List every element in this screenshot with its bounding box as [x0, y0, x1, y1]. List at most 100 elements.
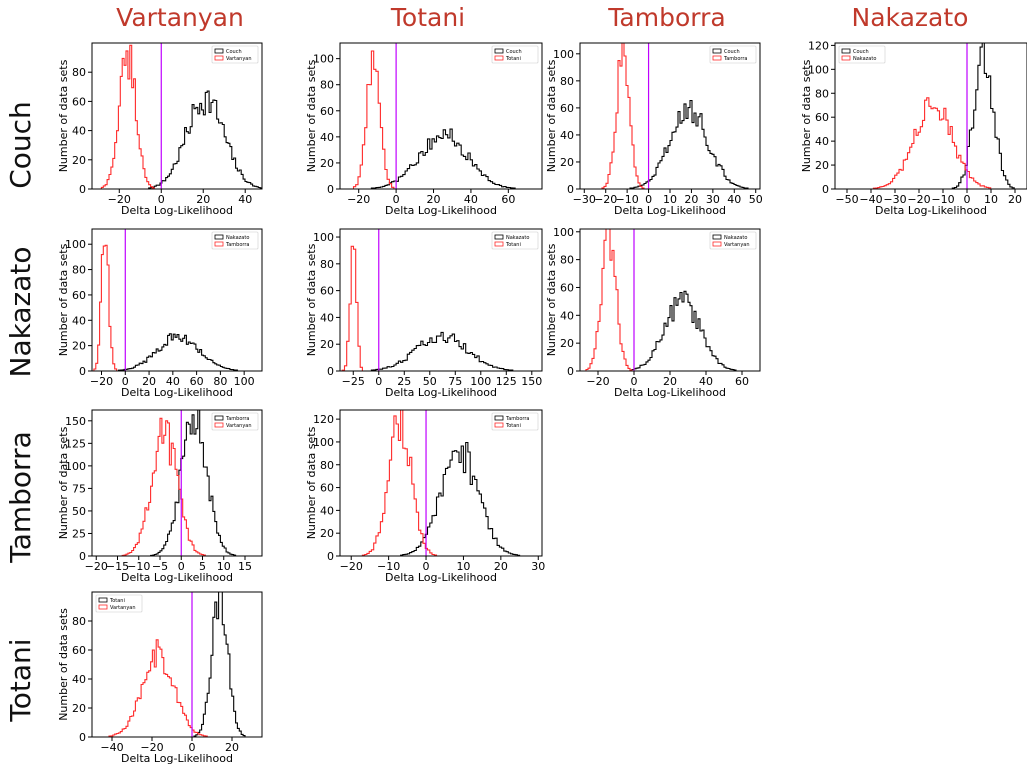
panel-0-3-legend-swatch-1 [841, 55, 851, 61]
panel-0-2: −30−20−10 0 10 20 30 40 50 0 20 40 60 80 100 Delta Lo… [545, 42, 763, 217]
panel-1-2-legend-swatch-1 [712, 241, 722, 247]
panel-0-3-xlabel: Delta Log-Likelihood [875, 204, 987, 217]
panel-1-0-xtick-label-2: 20 [142, 375, 156, 388]
panel-0-1-ytick-label-4: 80 [320, 79, 334, 92]
panel-2-0-ytick-label-2: 50 [72, 505, 86, 518]
panel-0-2-ytick-label-4: 80 [560, 75, 574, 88]
panel-1-2-xtick-label-0: −20 [586, 375, 609, 388]
panel-2-1-series-tamborra-black [340, 441, 542, 556]
panel-0-1-xtick-label-2: 20 [427, 193, 441, 206]
panel-0-0-legend-box [211, 45, 259, 64]
panel-3-0-frame [91, 591, 263, 738]
panel-1-1-ytick-label-1: 20 [320, 338, 334, 351]
panel-3-0-ytick-label-4: 80 [72, 615, 86, 628]
panel-0-3: −50 −40 −30 −20 −10 0 10 20 0 20 40 60 80 100 120 Delta… [800, 39, 1027, 217]
panel-0-3-legend-label-0: Couch [853, 49, 869, 55]
panel-2-1-frame [339, 409, 543, 557]
panel-0-2-xlabel: Delta Log-Likelihood [614, 204, 726, 217]
panel-1-2-xtick-label-4: 60 [735, 375, 749, 388]
panel-1-1-xtick-label-6: 125 [496, 375, 517, 388]
panel-0-1-frame [339, 42, 543, 190]
panel-2-0-xtick-label-3: −5 [152, 560, 168, 573]
panel-0-2-xtick-label-3: 0 [645, 193, 652, 206]
panel-1-0-xtick-label-4: 60 [190, 375, 204, 388]
panel-1-1-ylabel: Number of data sets [305, 243, 318, 356]
panel-0-2-ytick-label-5: 100 [553, 48, 574, 61]
panel-1-0-ytick-label-0: 0 [79, 365, 86, 378]
panel-1-2-legend-box [709, 231, 757, 250]
panel-2-1-ytick-label-5: 100 [313, 436, 334, 449]
panel-0-0-xtick-label-2: 20 [196, 193, 210, 206]
panel-0-3-xtick-label-5: 0 [964, 193, 971, 206]
panel-0-3-ytick-label-5: 100 [808, 63, 829, 76]
panel-3-0-ytick-label-3: 60 [72, 644, 86, 657]
panel-0-0-series-vartanyan-red [92, 44, 262, 189]
panel-1-0-xlabel: Delta Log-Likelihood [121, 386, 233, 399]
panel-1-1-legend-swatch-1 [494, 241, 504, 247]
panel-0-3-ytick-label-0: 0 [822, 183, 829, 196]
panel-1-2-ytick-label-5: 100 [553, 226, 574, 239]
panel-1-1-series-nakazato-black [340, 331, 542, 371]
panel-2-0-ytick-label-4: 100 [65, 460, 86, 473]
panel-0-0-xtick-label-3: 40 [238, 193, 252, 206]
panel-0-2-ytick-label-2: 40 [560, 129, 574, 142]
panel-2-1-ytick-label-3: 60 [320, 482, 334, 495]
panel-2-0-ytick-label-0: 0 [79, 550, 86, 563]
panel-1-1-xtick-label-3: 50 [423, 375, 437, 388]
row-title-1: Nakazato [4, 247, 37, 378]
panel-0-1-xtick-label-4: 60 [501, 193, 515, 206]
panel-1-2-xtick-label-1: 0 [631, 375, 638, 388]
panel-2-1-xtick-label-5: 30 [531, 560, 545, 573]
panel-3-0-legend-label-0: Totani [109, 598, 125, 604]
panel-0-0-legend-label-0: Couch [226, 49, 242, 55]
panel-2-1-ytick-label-0: 0 [327, 550, 334, 563]
panel-2-0-series-tamborra-black [92, 410, 262, 556]
panel-2-1-ytick-label-6: 120 [313, 413, 334, 426]
panel-2-0-legend-swatch-0 [214, 415, 224, 421]
panel-3-0-ytick-label-0: 0 [79, 731, 86, 744]
panel-1-1-ytick-label-4: 80 [320, 258, 334, 271]
panel-0-2-ytick-label-3: 60 [560, 102, 574, 115]
panel-0-3-xtick-label-6: 10 [984, 193, 998, 206]
panel-0-2-ytick-label-0: 0 [567, 183, 574, 196]
panel-2-1-legend-label-1: Totani [505, 423, 521, 429]
panel-0-0-frame [91, 42, 263, 190]
panel-0-1-ytick-label-3: 60 [320, 105, 334, 118]
panel-0-3-xtick-label-0: −50 [835, 193, 858, 206]
panel-0-1-series-totani-red [340, 50, 542, 189]
panel-3-0-xtick-label-1: −20 [140, 741, 163, 754]
panel-2-0-ytick-label-5: 125 [65, 437, 86, 450]
panel-0-3-ytick-label-1: 20 [815, 159, 829, 172]
column-title-1: Totani [390, 3, 465, 32]
panel-2-0-xtick-label-7: 15 [238, 560, 252, 573]
panel-1-2-series-nakazato-black [580, 290, 760, 371]
panel-2-0-legend-box [211, 412, 259, 431]
panel-0-1: −20 0 20 40 60 0 20 40 60 80 100 Delta Log-Likeliho… [305, 42, 543, 217]
panel-2-0-xtick-label-5: 5 [199, 560, 206, 573]
row-title-3: Totani [4, 638, 37, 722]
panel-1-0-ytick-label-4: 80 [72, 264, 86, 277]
panel-2-1-ytick-label-1: 20 [320, 527, 334, 540]
panel-0-3-xtick-label-7: 20 [1008, 193, 1022, 206]
panel-2-0-xlabel: Delta Log-Likelihood [121, 571, 233, 584]
panel-0-3-xtick-label-3: −20 [907, 193, 930, 206]
panel-1-1-xlabel: Delta Log-Likelihood [385, 386, 497, 399]
panel-1-2-ytick-label-3: 60 [560, 281, 574, 294]
panel-1-1-legend-swatch-0 [494, 234, 504, 240]
panel-1-2-legend-swatch-0 [712, 234, 722, 240]
column-title-3: Nakazato [852, 3, 969, 32]
panel-1-1-xtick-label-0: −25 [342, 375, 365, 388]
panel-3-0-xtick-label-3: 20 [225, 741, 239, 754]
panel-1-0-xtick-label-3: 40 [166, 375, 180, 388]
panel-0-1-legend-swatch-0 [494, 48, 504, 54]
panel-0-0-series-couch-black [92, 90, 262, 189]
panel-1-2-legend-label-0: Nakazato [724, 235, 747, 241]
panel-2-1-series-totani-red [340, 410, 542, 556]
panel-3-0-legend-swatch-0 [98, 597, 108, 603]
panel-1-0-legend-label-1: Tamborra [225, 242, 249, 248]
panel-1-0-series-nakazato-black [92, 333, 262, 371]
panel-0-3-ytick-label-2: 40 [815, 135, 829, 148]
panel-1-0-ytick-label-1: 20 [72, 340, 86, 353]
